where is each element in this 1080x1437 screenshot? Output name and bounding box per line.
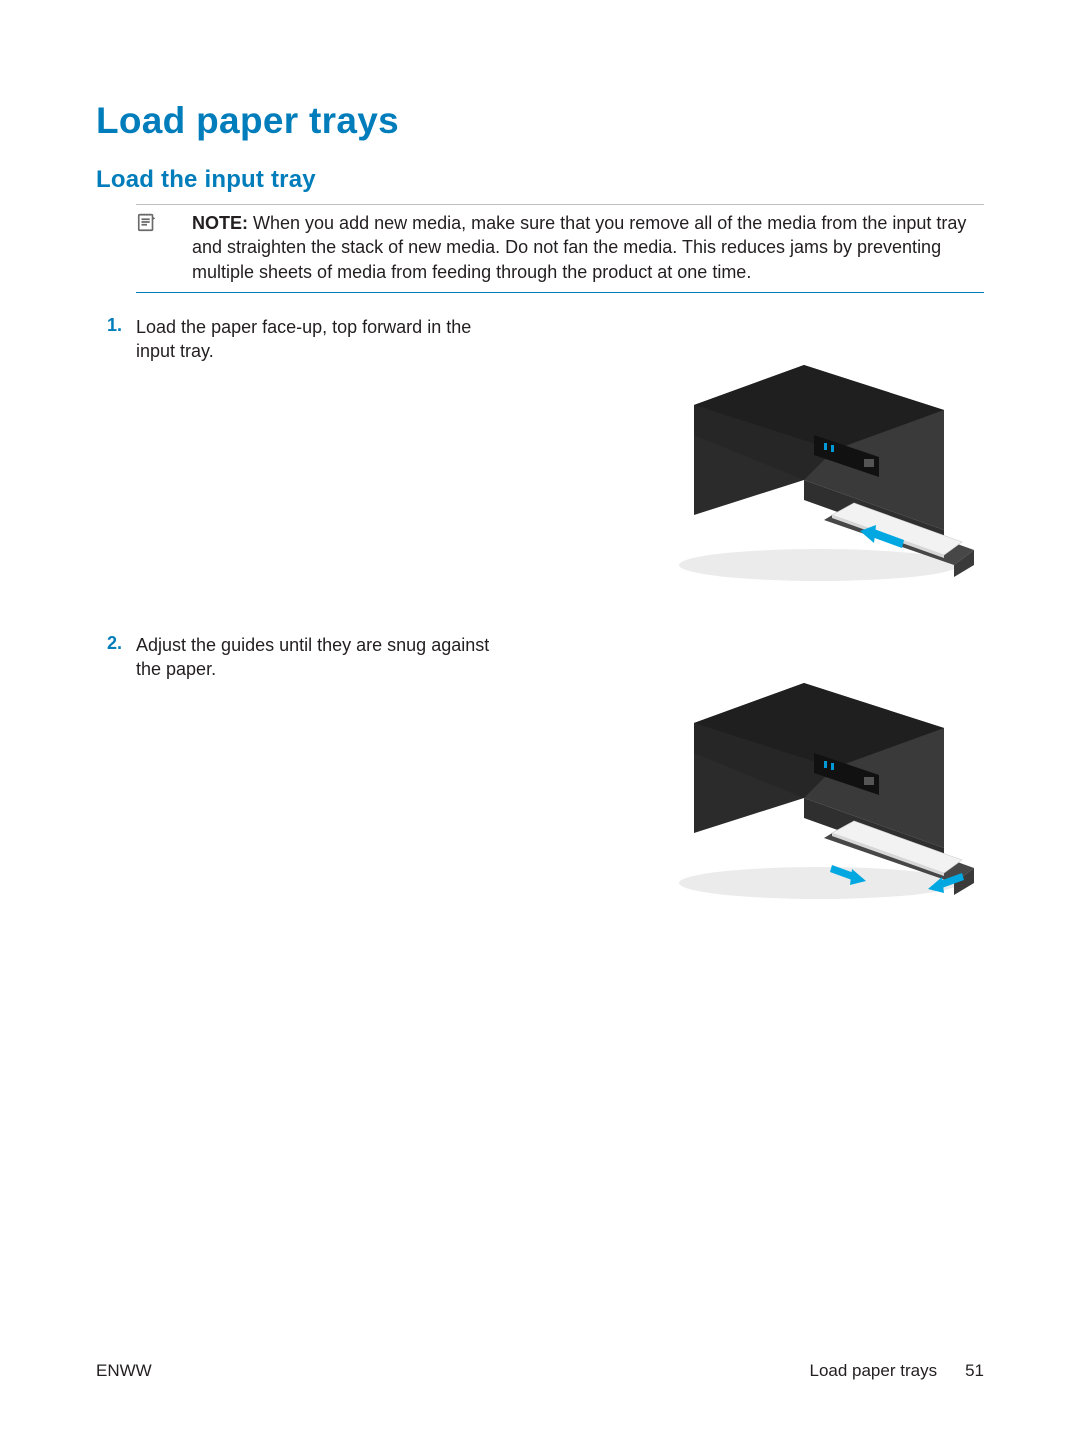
- note-callout: NOTE: When you add new media, make sure …: [136, 204, 984, 293]
- step-number: 1.: [96, 315, 122, 336]
- page-footer: ENWW Load paper trays 51: [96, 1361, 984, 1381]
- step-2-figure: [654, 633, 984, 913]
- step-1: 1. Load the paper face-up, top forward i…: [96, 315, 984, 595]
- section-heading: Load the input tray: [96, 166, 984, 194]
- footer-section: Load paper trays: [809, 1361, 937, 1381]
- step-text: Adjust the guides until they are snug ag…: [136, 633, 496, 682]
- note-icon: [136, 211, 158, 233]
- step-text: Load the paper face-up, top forward in t…: [136, 315, 496, 364]
- step-number: 2.: [96, 633, 122, 654]
- footer-left: ENWW: [96, 1361, 152, 1381]
- note-body: When you add new media, make sure that y…: [192, 213, 966, 282]
- note-label: NOTE:: [192, 213, 248, 233]
- footer-page-number: 51: [965, 1361, 984, 1381]
- step-2: 2. Adjust the guides until they are snug…: [96, 633, 984, 913]
- step-1-figure: [654, 315, 984, 595]
- page-heading: Load paper trays: [96, 100, 984, 142]
